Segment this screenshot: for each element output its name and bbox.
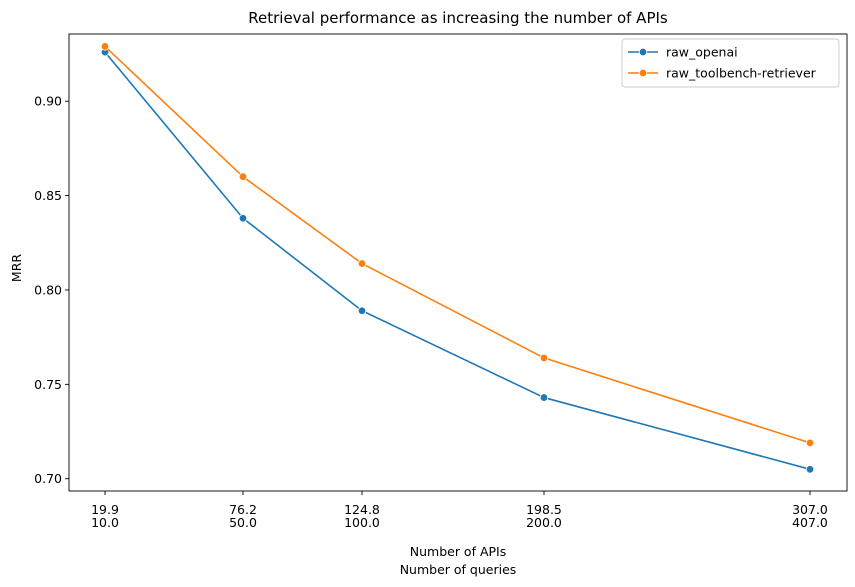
x-tick-label-apis: 307.0 [792, 502, 828, 517]
x-axis-label-apis: Number of APIs [410, 544, 507, 559]
legend: raw_openai raw_toolbench-retriever [621, 38, 840, 88]
x-tick-label-queries: 10.0 [91, 515, 119, 530]
legend-marker-raw_openai [638, 47, 648, 57]
y-axis-label: MRR [9, 254, 24, 282]
y-tick-label: 0.90 [34, 94, 62, 109]
data-point-raw_toolbench-retriever [539, 353, 549, 363]
chart-title: Retrieval performance as increasing the … [248, 9, 668, 27]
data-point-raw_openai [805, 465, 815, 474]
plot-frame [68, 33, 848, 492]
x-tick-label-queries: 50.0 [229, 515, 257, 530]
x-tick-label-apis: 19.9 [91, 502, 119, 517]
legend-label-raw_toolbench-retriever: raw_toolbench-retriever [666, 66, 817, 81]
data-point-raw_openai [539, 393, 549, 402]
data-point-raw_toolbench-retriever [100, 42, 110, 51]
x-tick-label-apis: 124.8 [344, 502, 380, 517]
y-tick-label: 0.75 [34, 377, 62, 392]
x-tick-label-apis: 76.2 [229, 502, 257, 517]
y-tick-label: 0.85 [34, 188, 62, 203]
x-tick-label-apis: 198.5 [526, 502, 562, 517]
x-axis-label-queries: Number of queries [400, 562, 517, 577]
legend-label-raw_openai: raw_openai [666, 45, 738, 60]
legend-marker-raw_toolbench-retriever [638, 68, 648, 78]
legend-box [621, 38, 840, 88]
x-tick-label-queries: 100.0 [344, 515, 380, 530]
x-tick-label-queries: 200.0 [526, 515, 562, 530]
y-tick-label: 0.80 [34, 282, 62, 297]
x-tick-label-queries: 407.0 [792, 515, 828, 530]
y-tick-label: 0.70 [34, 471, 62, 486]
data-point-raw_toolbench-retriever [238, 172, 248, 181]
data-point-raw_toolbench-retriever [805, 438, 815, 448]
data-point-raw_openai [357, 306, 367, 315]
data-point-raw_openai [238, 214, 248, 223]
data-point-raw_toolbench-retriever [357, 259, 367, 268]
